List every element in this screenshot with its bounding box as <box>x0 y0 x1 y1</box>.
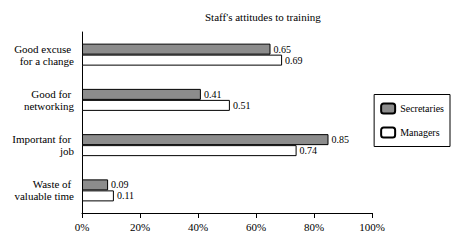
svg-text:Good for: Good for <box>31 88 74 100</box>
svg-text:80%: 80% <box>304 221 324 233</box>
svg-text:for a change: for a change <box>20 55 74 67</box>
svg-text:0%: 0% <box>75 221 90 233</box>
svg-text:0.41: 0.41 <box>204 89 222 100</box>
svg-text:Managers: Managers <box>400 127 440 138</box>
svg-text:Waste of: Waste of <box>33 178 74 190</box>
svg-text:0.69: 0.69 <box>285 55 303 66</box>
svg-text:networking: networking <box>24 100 75 112</box>
svg-text:100%: 100% <box>359 221 385 233</box>
svg-text:Good excuse: Good excuse <box>14 43 74 55</box>
svg-text:0.74: 0.74 <box>300 145 318 156</box>
svg-text:Secretaries: Secretaries <box>400 103 444 114</box>
svg-text:0.85: 0.85 <box>332 134 350 145</box>
svg-text:0.65: 0.65 <box>274 44 292 55</box>
svg-text:60%: 60% <box>246 221 266 233</box>
svg-text:valuable time: valuable time <box>14 190 74 202</box>
svg-text:0.09: 0.09 <box>111 179 129 190</box>
svg-text:0.11: 0.11 <box>117 190 134 201</box>
svg-text:0.51: 0.51 <box>233 100 251 111</box>
svg-text:Staff's attitudes to training: Staff's attitudes to training <box>205 11 321 23</box>
svg-text:job: job <box>59 145 75 157</box>
svg-text:Important for: Important for <box>12 133 74 145</box>
svg-text:40%: 40% <box>188 221 208 233</box>
svg-text:20%: 20% <box>130 221 150 233</box>
